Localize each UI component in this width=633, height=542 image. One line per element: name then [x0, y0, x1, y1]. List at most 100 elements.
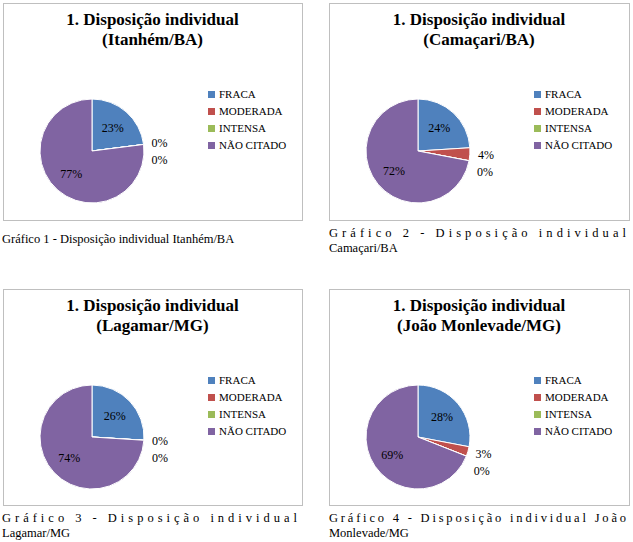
chart-title: 1. Disposição individual(Itanhém/BA) — [66, 10, 239, 49]
legend-swatch — [208, 377, 215, 384]
title-line: 1. Disposição individual — [66, 296, 239, 315]
data-labels: 23% 0% 0% 77% — [60, 121, 167, 182]
legend-swatch — [208, 428, 215, 435]
legend-label: NÃO CITADO — [219, 425, 286, 437]
data-labels: 24% 4% 0% 72% — [383, 121, 494, 179]
legend-swatch — [534, 142, 541, 149]
caption-line: Monlevade/MG — [329, 526, 409, 540]
legend-label: INTENSA — [545, 122, 592, 134]
legend-label: INTENSA — [219, 408, 266, 420]
data-label: 0% — [152, 136, 168, 150]
title-line: (Itanhém/BA) — [102, 30, 203, 49]
data-label: 23% — [102, 121, 124, 135]
chart-title: 1. Disposição individual(Camaçari/BA) — [393, 10, 566, 49]
legend-label: MODERADA — [219, 391, 283, 403]
pie-slice — [418, 385, 470, 447]
pie-slice — [40, 385, 144, 489]
legend-label: FRACA — [545, 88, 582, 100]
legend-label: FRACA — [219, 88, 256, 100]
legend-label: NÃO CITADO — [545, 425, 612, 437]
data-label: 28% — [431, 410, 453, 424]
data-label: 26% — [104, 409, 126, 423]
legend-label: NÃO CITADO — [545, 139, 612, 151]
legend-swatch — [534, 411, 541, 418]
data-label: 72% — [383, 164, 405, 178]
legend-label: FRACA — [219, 374, 256, 386]
legend-swatch — [208, 394, 215, 401]
title-line: 1. Disposição individual — [66, 10, 239, 29]
data-label: 4% — [478, 148, 494, 162]
legend-label: MODERADA — [219, 105, 283, 117]
chart-frame — [330, 4, 630, 221]
pie-slice — [418, 99, 470, 151]
caption-line: Gráfico 2 - Disposição individual — [329, 226, 627, 240]
pie-slice — [366, 385, 466, 489]
legend-swatch — [534, 91, 541, 98]
title-line: (Lagamar/MG) — [96, 316, 208, 335]
legend: FRACA MODERADA INTENSA NÃO CITADO — [534, 374, 612, 437]
data-label: 0% — [152, 451, 168, 465]
caption-line: Gráfico 1 - Disposição individual Itanhé… — [2, 232, 234, 246]
legend-label: MODERADA — [545, 105, 609, 117]
pie — [40, 99, 144, 203]
pie — [40, 385, 144, 489]
page: 1. Disposição individual(Itanhém/BA)23%0… — [0, 0, 633, 542]
legend: FRACA MODERADA INTENSA NÃO CITADO — [208, 374, 286, 437]
legend-label: MODERADA — [545, 391, 609, 403]
legend-swatch — [208, 142, 215, 149]
legend-swatch — [208, 91, 215, 98]
legend-label: INTENSA — [545, 408, 592, 420]
chart-frame — [4, 4, 303, 221]
caption: Gráfico 3 - Disposição individualLagamar… — [2, 511, 298, 540]
legend-swatch — [208, 411, 215, 418]
title-line: 1. Disposição individual — [393, 10, 566, 29]
legend-label: NÃO CITADO — [219, 139, 286, 151]
chart-title: 1. Disposição individual(João Monlevade/… — [393, 296, 566, 335]
chart-frame — [330, 290, 630, 506]
legend-swatch — [534, 108, 541, 115]
title-line: (João Monlevade/MG) — [397, 316, 561, 335]
legend-swatch — [534, 125, 541, 132]
legend: FRACA MODERADA INTENSA NÃO CITADO — [208, 88, 286, 151]
data-label: 69% — [381, 448, 403, 462]
legend-label: INTENSA — [219, 122, 266, 134]
pie — [366, 99, 470, 203]
data-label: 24% — [428, 121, 450, 135]
legend: FRACA MODERADA INTENSA NÃO CITADO — [534, 88, 612, 151]
chart: 1. Disposição individual(Lagamar/MG) 26% 0… — [4, 290, 303, 506]
title-line: 1. Disposição individual — [393, 296, 566, 315]
legend-swatch — [208, 125, 215, 132]
legend-label: FRACA — [545, 374, 582, 386]
legend-swatch — [208, 108, 215, 115]
chart-title: 1. Disposição individual(Lagamar/MG) — [66, 296, 239, 335]
data-label: 0% — [477, 165, 493, 179]
pie-slice — [40, 99, 144, 203]
data-labels: 28% 3% 0% 69% — [381, 410, 491, 478]
caption: Gráfico 2 - Disposição individualCamaçar… — [329, 226, 627, 255]
legend-swatch — [534, 377, 541, 384]
caption: Gráfico 4 - Disposição individual JoãoMo… — [329, 511, 626, 540]
data-label: 0% — [474, 464, 490, 478]
data-label: 74% — [58, 451, 80, 465]
data-label: 77% — [60, 167, 82, 181]
caption-line: Camaçari/BA — [329, 241, 398, 255]
chart: 1. Disposição individual(João Monlevade/… — [330, 290, 630, 506]
legend-swatch — [534, 428, 541, 435]
chart: 1. Disposição individual(Camaçari/BA) 24%… — [330, 4, 630, 221]
pie-slice — [366, 99, 469, 203]
caption-line: Lagamar/MG — [2, 526, 70, 540]
chart-frame — [4, 290, 303, 506]
data-label: 0% — [152, 434, 168, 448]
title-line: (Camaçari/BA) — [423, 30, 534, 49]
caption: Gráfico 1 - Disposição individual Itanhé… — [2, 232, 234, 246]
legend-swatch — [534, 394, 541, 401]
caption-line: Gráfico 3 - Disposição individual — [2, 511, 298, 525]
data-label: 0% — [152, 153, 168, 167]
caption-line: Gráfico 4 - Disposição individual João — [329, 511, 626, 525]
pie — [366, 385, 470, 489]
pie-slice — [92, 99, 144, 151]
chart: 1. Disposição individual(Itanhém/BA) 23% 0… — [4, 4, 303, 221]
pie-slice — [92, 385, 144, 440]
data-label: 3% — [476, 447, 492, 461]
data-labels: 26% 0% 0% 74% — [58, 409, 168, 466]
